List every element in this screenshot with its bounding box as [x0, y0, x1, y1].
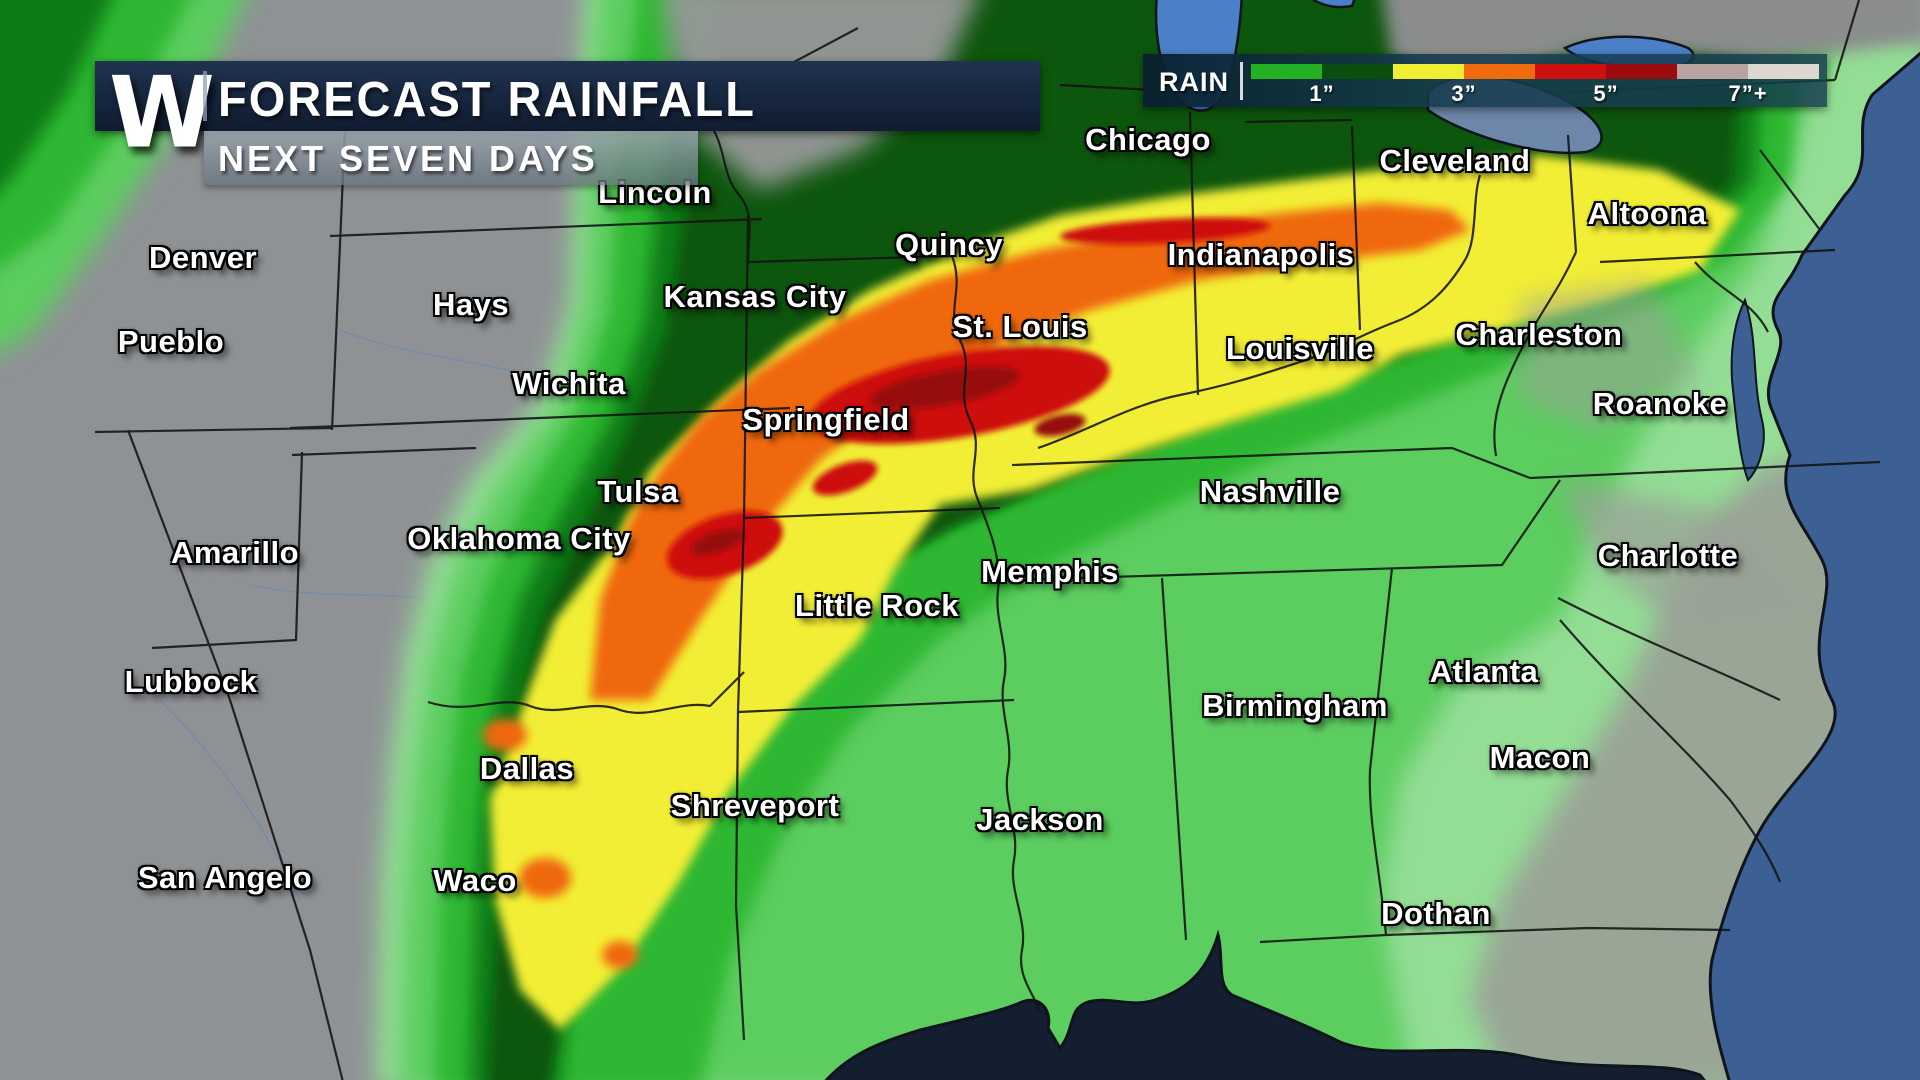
city-label-st-louis: St. Louis — [952, 309, 1088, 344]
title-banner: W FORECAST RAINFALL — [95, 61, 1040, 162]
city-label-waco: Waco — [433, 863, 517, 898]
city-label-kansas-city: Kansas City — [663, 279, 847, 314]
weathernation-logo: W — [109, 55, 215, 171]
city-label-hays: Hays — [432, 287, 510, 322]
city-label-tulsa: Tulsa — [597, 474, 679, 509]
legend-tick-2: 5” — [1593, 81, 1619, 106]
city-label-springfield: Springfield — [742, 402, 910, 437]
banner-divider — [203, 71, 207, 121]
city-label-indianapolis: Indianapolis — [1167, 237, 1355, 272]
city-label-wichita: Wichita — [512, 366, 626, 401]
city-label-nashville: Nashville — [1199, 474, 1341, 509]
city-label-little-rock: Little Rock — [795, 588, 959, 623]
city-label-denver: Denver — [148, 240, 258, 275]
city-label-roanoke: Roanoke — [1592, 386, 1728, 421]
city-label-altoona: Altoona — [1587, 196, 1707, 231]
legend-tick-3: 7”+ — [1728, 81, 1768, 106]
city-label-charlotte: Charlotte — [1597, 538, 1739, 573]
state-borders — [94, 0, 1881, 1080]
legend-divider — [1240, 62, 1243, 100]
legend-tick-0: 1” — [1309, 81, 1335, 106]
legend-segment-tan — [1677, 64, 1748, 79]
legend-segment-pale-gray — [1748, 64, 1819, 79]
legend-segment-red — [1535, 64, 1606, 79]
city-label-chicago: Chicago — [1085, 122, 1211, 157]
legend-color-scale — [1251, 64, 1819, 79]
city-label-memphis: Memphis — [981, 554, 1119, 589]
legend-segment-green — [1251, 64, 1322, 79]
city-label-oklahoma-city: Oklahoma City — [407, 521, 631, 556]
legend-tick-1: 3” — [1451, 81, 1477, 106]
page-subtitle: NEXT SEVEN DAYS — [218, 138, 598, 179]
legend-segment-dark-green — [1322, 64, 1393, 79]
city-label-cleveland: Cleveland — [1379, 143, 1531, 178]
city-label-pueblo: Pueblo — [117, 324, 225, 359]
city-label-amarillo: Amarillo — [170, 535, 300, 570]
city-label-birmingham: Birmingham — [1202, 688, 1388, 723]
legend-segment-orange — [1464, 64, 1535, 79]
city-label-dallas: Dallas — [479, 751, 575, 786]
city-label-dothan: Dothan — [1381, 896, 1491, 931]
legend-segment-dark-red — [1606, 64, 1677, 79]
legend-tick-labels: 1” 3” 5” 7”+ — [1251, 81, 1819, 106]
legend-label: RAIN — [1159, 67, 1229, 97]
city-label-shreveport: Shreveport — [670, 788, 840, 823]
city-label-louisville: Louisville — [1226, 331, 1374, 366]
rain-legend: RAIN 1” 3” 5” 7”+ — [1143, 54, 1827, 107]
legend-segment-yellow — [1393, 64, 1464, 79]
atlantic-ocean — [1708, 51, 1920, 1080]
city-label-charleston: Charleston — [1455, 317, 1623, 352]
city-label-quincy: Quincy — [894, 227, 1004, 262]
city-label-lubbock: Lubbock — [124, 664, 258, 699]
city-label-san-angelo: San Angelo — [137, 860, 313, 895]
city-label-macon: Macon — [1489, 740, 1591, 775]
city-label-atlanta: Atlanta — [1429, 654, 1539, 689]
page-title: FORECAST RAINFALL — [218, 71, 756, 127]
gulf-of-mexico — [824, 929, 1706, 1080]
subtitle-bar: NEXT SEVEN DAYS — [204, 131, 698, 185]
city-label-jackson: Jackson — [976, 802, 1104, 837]
